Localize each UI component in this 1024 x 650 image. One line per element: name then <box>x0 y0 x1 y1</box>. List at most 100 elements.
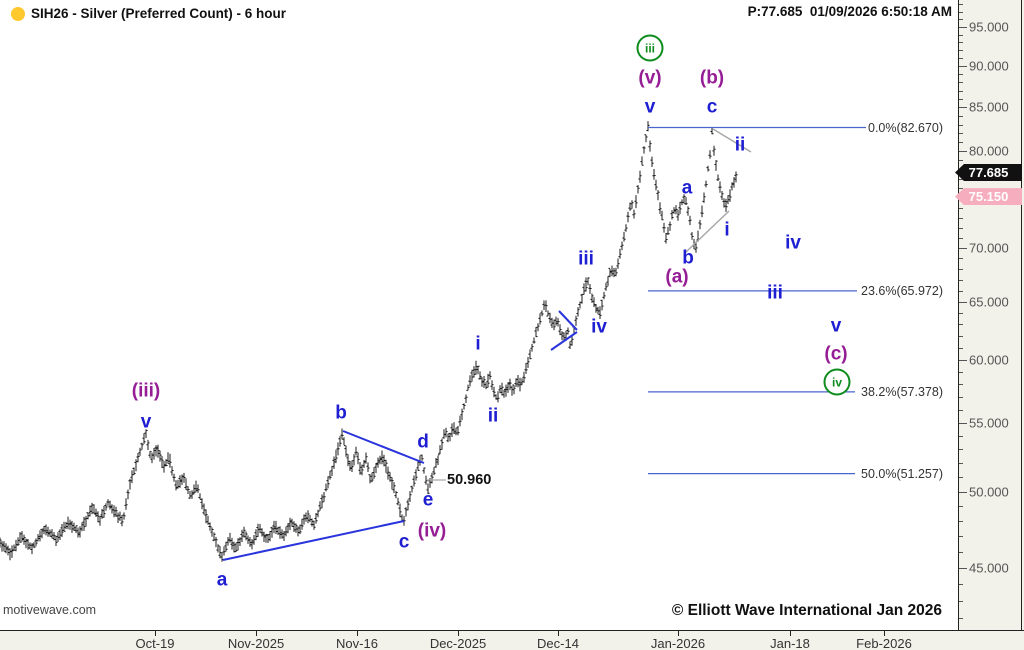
elliott-wave-label[interactable]: (b) <box>699 67 725 89</box>
elliott-wave-label[interactable]: ii <box>487 405 499 427</box>
date-tick <box>458 631 459 636</box>
price-bars <box>0 121 738 562</box>
instrument-bullet-icon <box>11 7 25 21</box>
price-tick <box>959 34 963 36</box>
price-tick <box>959 207 963 209</box>
price-tick <box>959 449 963 451</box>
date-tick-label: Jan-18 <box>770 636 810 650</box>
price-level-callout: 50.960 <box>447 472 492 488</box>
price-tick <box>959 584 963 586</box>
price-tick <box>959 179 963 180</box>
price-tick <box>959 409 963 411</box>
price-tick <box>959 617 963 619</box>
price-tick <box>959 258 963 260</box>
elliott-wave-label[interactable]: c <box>706 96 718 118</box>
elliott-wave-label[interactable]: a <box>681 177 693 199</box>
price-tick <box>959 335 963 337</box>
price-tick <box>959 347 963 349</box>
price-tick <box>959 279 963 281</box>
elliott-wave-label[interactable]: a <box>216 569 228 591</box>
elliott-wave-label[interactable]: (c) <box>824 343 848 365</box>
date-tick <box>558 631 559 636</box>
fib-level-label: 38.2%(57.378) <box>861 384 944 399</box>
price-tick <box>959 160 963 162</box>
price-tick <box>959 107 967 109</box>
date-tick-label: Nov-16 <box>336 636 378 650</box>
elliott-wave-label[interactable]: v <box>140 411 152 433</box>
price-tick <box>959 66 967 67</box>
price-tick <box>959 384 963 386</box>
price-tick-label: 45.000 <box>969 560 1009 576</box>
elliott-wave-label[interactable]: b <box>682 247 694 269</box>
price-tick-label: 90.000 <box>969 58 1009 74</box>
last-price-badge: 77.685 <box>955 164 1022 182</box>
price-tick-label: 60.000 <box>969 352 1009 368</box>
price-tick <box>959 133 963 135</box>
elliott-wave-label[interactable]: iv <box>785 232 801 254</box>
elliott-wave-label[interactable]: iv <box>591 316 607 338</box>
price-tick <box>959 74 963 76</box>
elliott-wave-label[interactable]: i <box>724 219 730 241</box>
price-tick <box>959 237 963 239</box>
price-tick <box>959 188 963 190</box>
axis-right-border <box>1021 0 1022 631</box>
elliott-wave-label[interactable]: iii <box>767 282 783 304</box>
price-tick <box>959 248 967 249</box>
price-axis[interactable]: 45.00050.00055.00060.00065.00070.00075.0… <box>958 0 1024 630</box>
trendlines[interactable] <box>222 128 752 561</box>
elliott-wave-label[interactable]: (iv) <box>417 520 447 542</box>
price-tick <box>959 4 963 6</box>
price-tick <box>959 82 963 84</box>
price-tick <box>959 477 963 479</box>
price-tick <box>959 506 963 508</box>
elliott-wave-label[interactable]: v <box>644 96 656 118</box>
watermark-text: motivewave.com <box>3 603 97 617</box>
fib-level-label: 50.0%(51.257) <box>861 466 944 481</box>
price-tick <box>959 290 963 292</box>
fib-retracement-lines[interactable] <box>648 126 866 475</box>
fib-level-label: 23.6%(65.972) <box>861 283 944 298</box>
price-tick <box>959 269 963 270</box>
elliott-wave-label[interactable]: iv <box>823 368 851 396</box>
elliott-wave-label[interactable]: d <box>417 431 429 453</box>
price-tick-label: 65.000 <box>969 294 1009 310</box>
date-tick <box>256 631 257 636</box>
price-tick <box>959 371 963 373</box>
price-tick-label: 85.000 <box>969 99 1009 115</box>
elliott-wave-label[interactable]: (a) <box>665 266 689 288</box>
elliott-wave-label[interactable]: (iii) <box>131 380 161 402</box>
date-tick <box>678 631 679 636</box>
elliott-wave-label[interactable]: v <box>830 315 842 337</box>
price-tick <box>959 396 963 398</box>
elliott-wave-label[interactable]: ii <box>734 134 746 156</box>
price-tick <box>959 552 963 553</box>
price-tick <box>959 58 963 59</box>
price-tick <box>959 491 967 493</box>
price-tick-label: 70.000 <box>969 240 1009 256</box>
elliott-wave-label[interactable]: (v) <box>638 67 662 89</box>
price-tick <box>959 42 963 44</box>
price-tick <box>959 227 963 229</box>
price-tick <box>959 600 963 602</box>
date-tick <box>357 631 358 636</box>
copyright-text: © Elliott Wave International Jan 2026 <box>671 602 942 619</box>
price-tick <box>959 19 963 21</box>
elliott-wave-label[interactable]: b <box>335 402 347 424</box>
price-tick-label: 80.000 <box>969 143 1009 159</box>
time-axis[interactable]: Oct-19 Nov-2025 Nov-16 Dec-2025 Dec-14 Jan-20… <box>0 630 1024 650</box>
date-tick-label: Oct-19 <box>135 636 175 650</box>
date-tick <box>790 631 791 636</box>
price-tick <box>959 116 963 117</box>
elliott-wave-label[interactable]: e <box>422 489 434 511</box>
date-tick <box>155 631 156 636</box>
elliott-wave-label[interactable]: i <box>475 333 481 355</box>
elliott-wave-label[interactable]: iii <box>636 34 664 62</box>
date-tick-label: Jan-2026 <box>650 636 706 650</box>
price-tick <box>959 324 963 326</box>
elliott-wave-label[interactable]: c <box>398 531 410 553</box>
price-tick <box>959 312 963 314</box>
alert-price-badge: 75.150 <box>955 188 1022 206</box>
elliott-wave-label[interactable]: iii <box>578 248 594 270</box>
